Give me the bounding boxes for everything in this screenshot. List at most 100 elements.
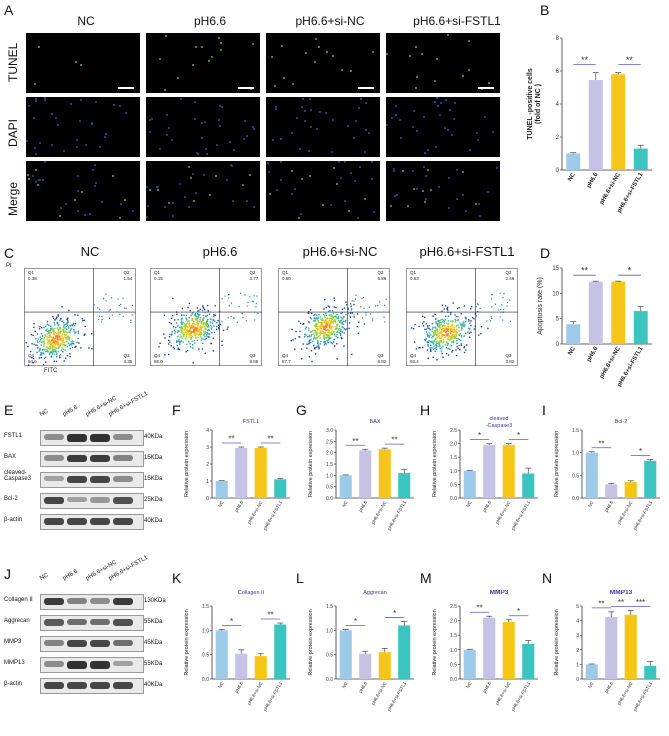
y-tick-label: 0 <box>556 168 560 174</box>
scale-bar <box>118 87 134 89</box>
panel-letter-l: L <box>296 570 304 586</box>
bar-2 <box>611 74 626 170</box>
bar-3 <box>633 311 648 344</box>
blot-band <box>90 455 110 463</box>
y-tick-label: 1.5 <box>326 462 333 468</box>
quad-q3: Q3 <box>249 353 256 358</box>
blot-band <box>44 682 64 690</box>
blot-band <box>67 497 87 503</box>
blot-band <box>67 434 87 442</box>
bar-0 <box>585 664 598 679</box>
y-axis-label: (fold of NC ) <box>535 84 542 124</box>
category-label: pH6.6+si-FSTL1 <box>262 500 283 531</box>
blot-band <box>113 640 133 647</box>
category-label: pH6.6+si-FSTL1 <box>632 681 653 712</box>
category-label: pH6.6+si-NC <box>246 499 264 525</box>
flow-title-ph66: pH6.6 <box>202 244 238 259</box>
blot-band <box>44 476 64 482</box>
bar-1 <box>359 653 372 679</box>
blot-band <box>90 476 110 484</box>
quad-q3-value: 6.82 <box>377 359 386 364</box>
panel-letter-k: K <box>172 570 182 586</box>
quad-q3-value: 8.65 <box>249 359 258 364</box>
category-label: pH6.6 <box>358 500 369 513</box>
quad-q1-value: 0.60 <box>282 276 291 281</box>
y-tick-label: 1.5 <box>202 604 209 610</box>
quad-q2-value: 2.46 <box>505 276 514 281</box>
bar-3 <box>274 479 287 498</box>
bar-0 <box>215 630 228 679</box>
y-tick-label: 6 <box>556 69 560 75</box>
chart-k-collagen2: 0.0 0.5 1.0 1.5 NC pH6.6 pH6.6+si-NCpH6.6+si-F… <box>184 590 290 712</box>
bar-2 <box>611 281 626 344</box>
row-label-merge: Merge <box>6 181 20 216</box>
chart-title: cleaved <box>490 416 509 422</box>
quad-q2-value: 1.54 <box>123 276 132 281</box>
scale-bar <box>238 87 254 89</box>
quad-q3-value: 3.82 <box>505 359 514 364</box>
category-label: pH6.6 <box>604 500 615 513</box>
category-label: pH6.6+si-FSTL1 <box>510 500 531 531</box>
blot-band <box>113 434 133 440</box>
y-tick-label: 2.5 <box>450 428 457 434</box>
category-label: pH6.6 <box>604 681 615 694</box>
category-label: pH6.6+si-NC <box>246 680 264 706</box>
quad-q4: Q4 <box>410 353 417 358</box>
blot-band <box>44 598 64 606</box>
chart-title: Bcl-2 <box>615 419 628 425</box>
micro-image-r2-c2 <box>266 161 380 221</box>
bar-1 <box>605 484 618 498</box>
category-label: NC <box>217 680 225 689</box>
y-tick-label: 1.0 <box>326 473 333 479</box>
blot-row-label: BAX <box>4 454 17 460</box>
quad-q2: Q2 <box>249 270 256 275</box>
category-label: NC <box>341 499 349 508</box>
y-axis-label: Relative protein expression <box>184 609 190 675</box>
y-tick-label: 0.5 <box>450 662 457 668</box>
blot-row-label: FSTL1 <box>4 433 23 439</box>
col-title-nc: NC <box>77 14 95 28</box>
bar-2 <box>502 622 515 679</box>
blot-band <box>90 434 110 442</box>
significance-label: ** <box>267 435 273 444</box>
category-label: pH6.6+si-NC <box>494 499 512 525</box>
y-tick-label: 4 <box>576 619 579 625</box>
y-tick-label: 1.0 <box>326 628 333 634</box>
bar-1 <box>235 653 248 679</box>
quad-q2: Q2 <box>505 270 512 275</box>
blot-band <box>67 640 87 648</box>
bar-0 <box>463 470 476 498</box>
flow-title-nc: NC <box>80 244 100 259</box>
chart-title: FSTL1 <box>243 419 260 425</box>
significance-label: * <box>393 609 396 618</box>
blot-band <box>90 518 110 526</box>
blot-row-label: MMP3 <box>4 639 22 645</box>
bar-0 <box>585 452 598 498</box>
bar-1 <box>605 616 618 679</box>
blot-band <box>67 455 87 463</box>
bar-3 <box>644 665 657 679</box>
blot-band <box>113 518 133 526</box>
y-tick-label: 1.0 <box>450 469 457 475</box>
bar-3 <box>398 625 411 679</box>
significance-label: ** <box>598 599 604 608</box>
y-tick-label: 2.0 <box>450 442 457 448</box>
category-label: pH6.6 <box>482 500 493 513</box>
category-label: pH6.6 <box>586 345 600 363</box>
significance-label: *** <box>636 598 645 607</box>
micro-image-r2-c0 <box>26 161 140 221</box>
y-tick-label: 0.0 <box>450 677 457 683</box>
y-tick-label: 0.0 <box>202 677 209 683</box>
col-title-ph66: pH6.6 <box>193 14 227 28</box>
micro-image-r1-c0 <box>26 97 140 157</box>
y-tick-label: 3.0 <box>326 428 333 434</box>
quad-q2: Q2 <box>123 270 130 275</box>
blot-band <box>90 598 110 604</box>
chart-h-cleaved-caspase3: 0.0 0.5 1.0 1.5 2.0 2.5 NC pH6.6 pH6.6+si-NCpH6.… <box>432 416 538 531</box>
blot-row-label: β-actin <box>4 681 23 687</box>
blot-band <box>67 598 87 604</box>
